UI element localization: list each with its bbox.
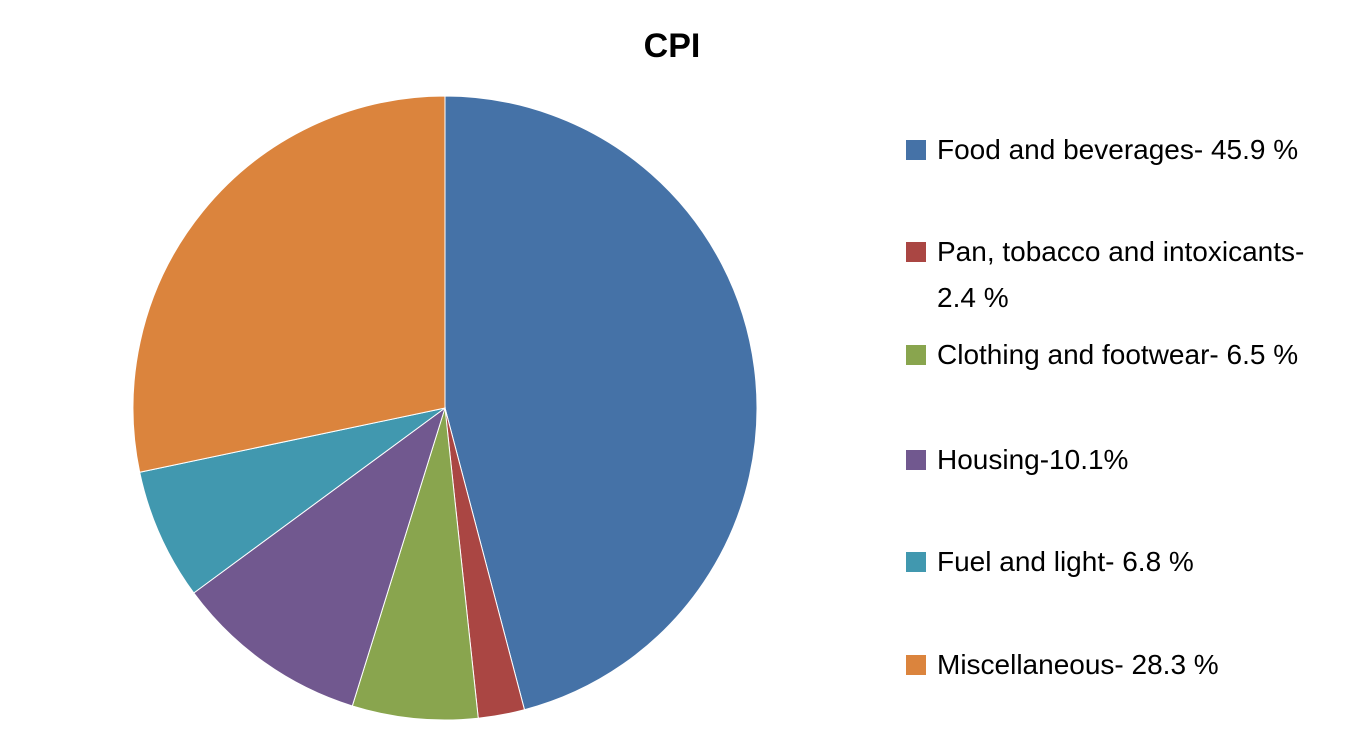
legend-swatch xyxy=(906,450,926,470)
legend-label: Pan, tobacco and intoxicants-2.4 % xyxy=(937,236,1305,313)
pie-slice xyxy=(193,406,446,707)
chart-title: CPI xyxy=(644,27,701,65)
legend-item: Food and beverages- 45.9 % xyxy=(906,127,1336,173)
pie-slice xyxy=(139,407,446,594)
legend-swatch xyxy=(906,242,926,262)
legend-item: Clothing and footwear- 6.5 % xyxy=(906,332,1336,378)
legend-item: Housing-10.1% xyxy=(906,437,1336,483)
pie-slice xyxy=(132,95,446,473)
legend-swatch xyxy=(906,345,926,365)
pie-slice xyxy=(444,95,758,711)
legend-label: Fuel and light- 6.8 % xyxy=(937,546,1194,577)
legend-swatch xyxy=(906,552,926,572)
legend-swatch xyxy=(906,655,926,675)
legend-label: Food and beverages- 45.9 % xyxy=(937,134,1299,165)
legend-swatch xyxy=(906,140,926,160)
legend-label: Clothing and footwear- 6.5 % xyxy=(937,339,1299,370)
legend-item: Miscellaneous- 28.3 % xyxy=(906,642,1336,688)
legend-item: Pan, tobacco and intoxicants-2.4 % xyxy=(906,229,1336,321)
legend-label: Miscellaneous- 28.3 % xyxy=(937,649,1219,680)
legend-item: Fuel and light- 6.8 % xyxy=(906,539,1336,585)
pie-slice xyxy=(351,407,479,721)
legend-label: Housing-10.1% xyxy=(937,444,1129,475)
